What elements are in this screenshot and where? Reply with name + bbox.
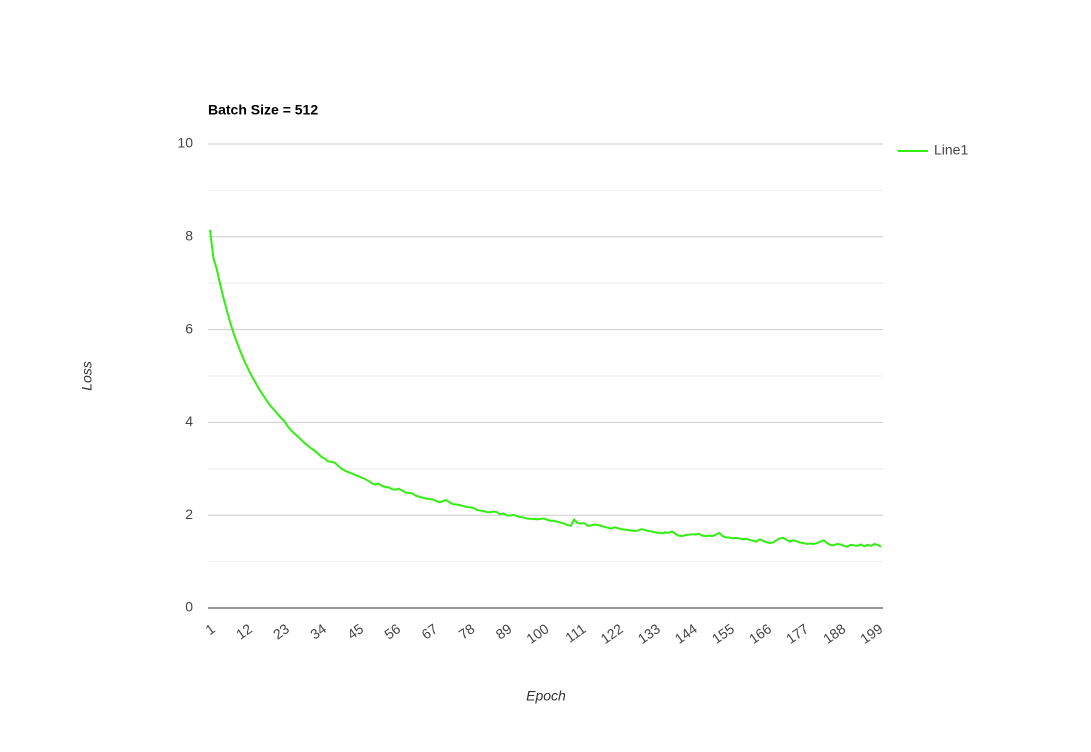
x-tick-label: 177 bbox=[783, 620, 811, 647]
y-tick-label: 10 bbox=[177, 135, 193, 151]
chart-title: Batch Size = 512 bbox=[208, 102, 318, 118]
x-tick-label: 155 bbox=[709, 620, 737, 647]
x-tick-label: 89 bbox=[493, 620, 515, 642]
x-tick-label: 199 bbox=[857, 620, 885, 647]
y-tick-label: 2 bbox=[185, 506, 193, 522]
x-axis-label: Epoch bbox=[526, 688, 566, 704]
x-tick-label: 144 bbox=[672, 620, 700, 647]
y-tick-label: 4 bbox=[185, 413, 193, 429]
x-tick-label: 78 bbox=[456, 620, 478, 642]
line bbox=[209, 229, 882, 548]
y-axis-label: Loss bbox=[79, 361, 95, 391]
x-tick-label: 23 bbox=[270, 620, 292, 642]
legend-label: Line1 bbox=[934, 142, 968, 158]
x-tick-label: 133 bbox=[635, 620, 663, 647]
x-tick-label: 166 bbox=[746, 620, 774, 647]
x-tick-label: 34 bbox=[307, 620, 329, 642]
x-tick-label: 45 bbox=[344, 620, 366, 642]
x-tick-label: 111 bbox=[562, 620, 589, 645]
x-tick-label: 12 bbox=[233, 620, 255, 642]
x-tick-label: 67 bbox=[418, 620, 440, 642]
x-tick-label: 188 bbox=[820, 620, 848, 647]
x-tick-label: 122 bbox=[598, 620, 626, 647]
y-tick-label: 0 bbox=[185, 599, 193, 615]
x-tick-label: 1 bbox=[202, 620, 218, 638]
x-tick-label: 100 bbox=[523, 620, 551, 647]
y-tick-label: 8 bbox=[185, 228, 193, 244]
x-tick-label: 56 bbox=[381, 620, 403, 642]
y-tick-label: 6 bbox=[185, 320, 193, 336]
